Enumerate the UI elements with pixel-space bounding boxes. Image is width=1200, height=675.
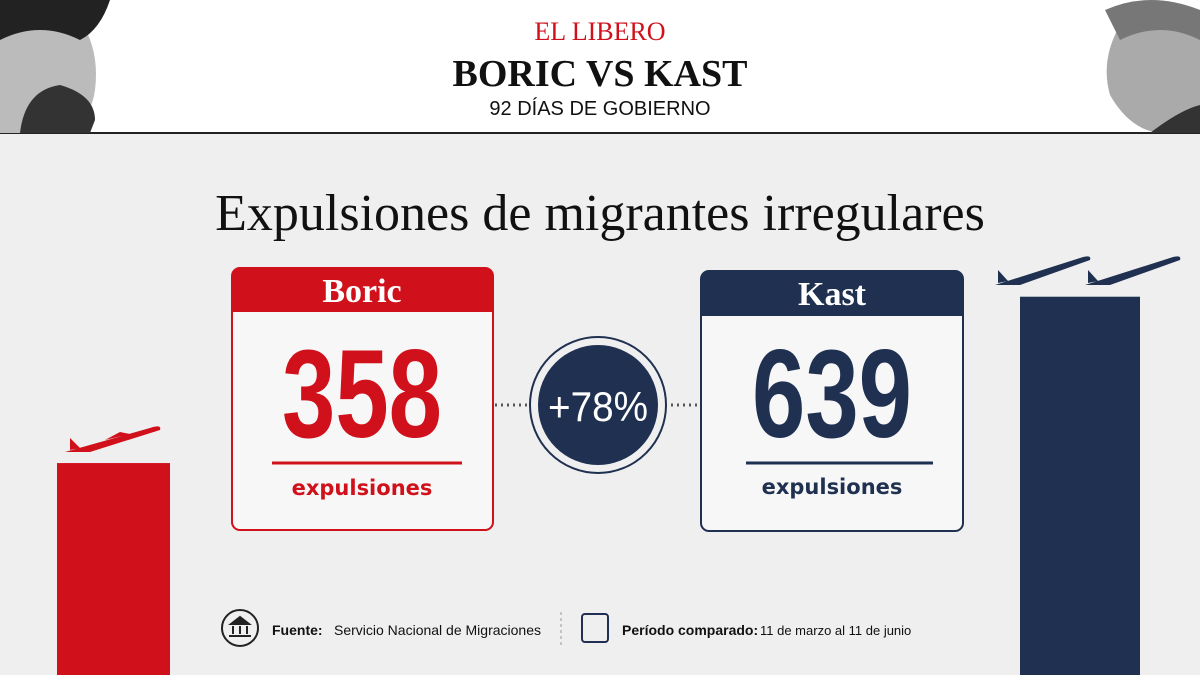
card: Boric 358 expulsiones xyxy=(231,267,494,531)
subtitle: 92 DÍAS DE GOBIERNO xyxy=(489,97,710,120)
card: Kast 639 expulsiones xyxy=(700,270,964,532)
card-name: Kast xyxy=(798,276,867,313)
portrait-right xyxy=(1105,0,1200,133)
change-badge xyxy=(538,345,658,465)
source-icon xyxy=(228,615,252,637)
source: Servicio Nacional de Migraciones xyxy=(334,622,541,638)
headline: Expulsiones de migrantes irregulares xyxy=(215,185,985,242)
bar xyxy=(1020,296,1140,675)
change-label: +78% xyxy=(548,383,648,430)
card-value: 358 xyxy=(282,325,442,464)
plane-icon xyxy=(65,426,161,452)
source-icon xyxy=(221,609,259,647)
card-header xyxy=(232,268,493,312)
card-unit: expulsiones xyxy=(762,475,903,499)
title: BORIC VS KAST xyxy=(453,53,748,95)
plane-icon xyxy=(995,256,1181,285)
period-icon xyxy=(581,613,609,643)
header-band xyxy=(0,0,1200,133)
portrait-left xyxy=(0,0,110,133)
period-label: Período comparado: xyxy=(622,622,758,638)
period: 11 de marzo al 11 de junio xyxy=(760,623,911,638)
source-label: Fuente: xyxy=(272,622,323,638)
card-header xyxy=(701,271,963,316)
brand: EL LIBERO xyxy=(534,17,665,46)
card-name: Boric xyxy=(322,273,401,310)
bar xyxy=(57,463,170,675)
card-value: 639 xyxy=(752,325,912,464)
card-unit: expulsiones xyxy=(292,476,433,500)
